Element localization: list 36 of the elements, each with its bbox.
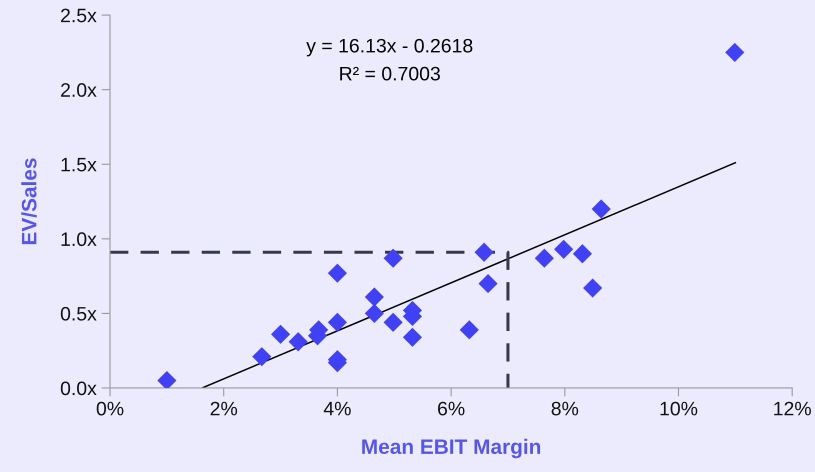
point bbox=[460, 320, 479, 340]
x-tick-label: 2% bbox=[210, 402, 238, 416]
y-tick-label: 1.5x bbox=[62, 158, 97, 172]
point bbox=[328, 264, 347, 283]
y-tick-label: 0.5x bbox=[60, 306, 97, 321]
point bbox=[364, 287, 384, 307]
annotation: y = 16.13x - 0.2618 bbox=[306, 38, 472, 56]
point bbox=[534, 248, 554, 268]
annotation: R² = 0.7003 bbox=[340, 66, 440, 81]
y-tick-label: 2.5x bbox=[61, 8, 97, 22]
point bbox=[252, 347, 272, 366]
y-tick-label: 0.0x bbox=[60, 381, 97, 396]
point bbox=[384, 248, 403, 268]
point bbox=[384, 312, 403, 332]
point bbox=[725, 42, 744, 62]
y-axis-title: EV/Sales bbox=[21, 158, 37, 244]
x-tick-label: 8% bbox=[552, 402, 578, 416]
point bbox=[328, 312, 347, 332]
x-axis-title: Mean EBIT Margin bbox=[362, 438, 540, 458]
x-tick-label: 12% bbox=[774, 402, 811, 416]
point bbox=[572, 244, 592, 264]
point bbox=[270, 324, 290, 344]
point bbox=[554, 240, 574, 259]
point bbox=[288, 332, 308, 352]
point bbox=[474, 242, 494, 262]
point bbox=[592, 199, 611, 219]
point bbox=[402, 328, 422, 347]
x-tick-label: 6% bbox=[438, 402, 464, 416]
point bbox=[583, 278, 602, 298]
y-tick-label: 2.0x bbox=[61, 83, 97, 97]
point bbox=[364, 304, 384, 323]
x-tick-label: 10% bbox=[660, 402, 698, 416]
x-tick-label: 4% bbox=[324, 402, 351, 416]
x-tick-label: 0% bbox=[96, 402, 124, 416]
y-tick-label: 1.0x bbox=[62, 232, 97, 246]
point bbox=[478, 274, 498, 294]
